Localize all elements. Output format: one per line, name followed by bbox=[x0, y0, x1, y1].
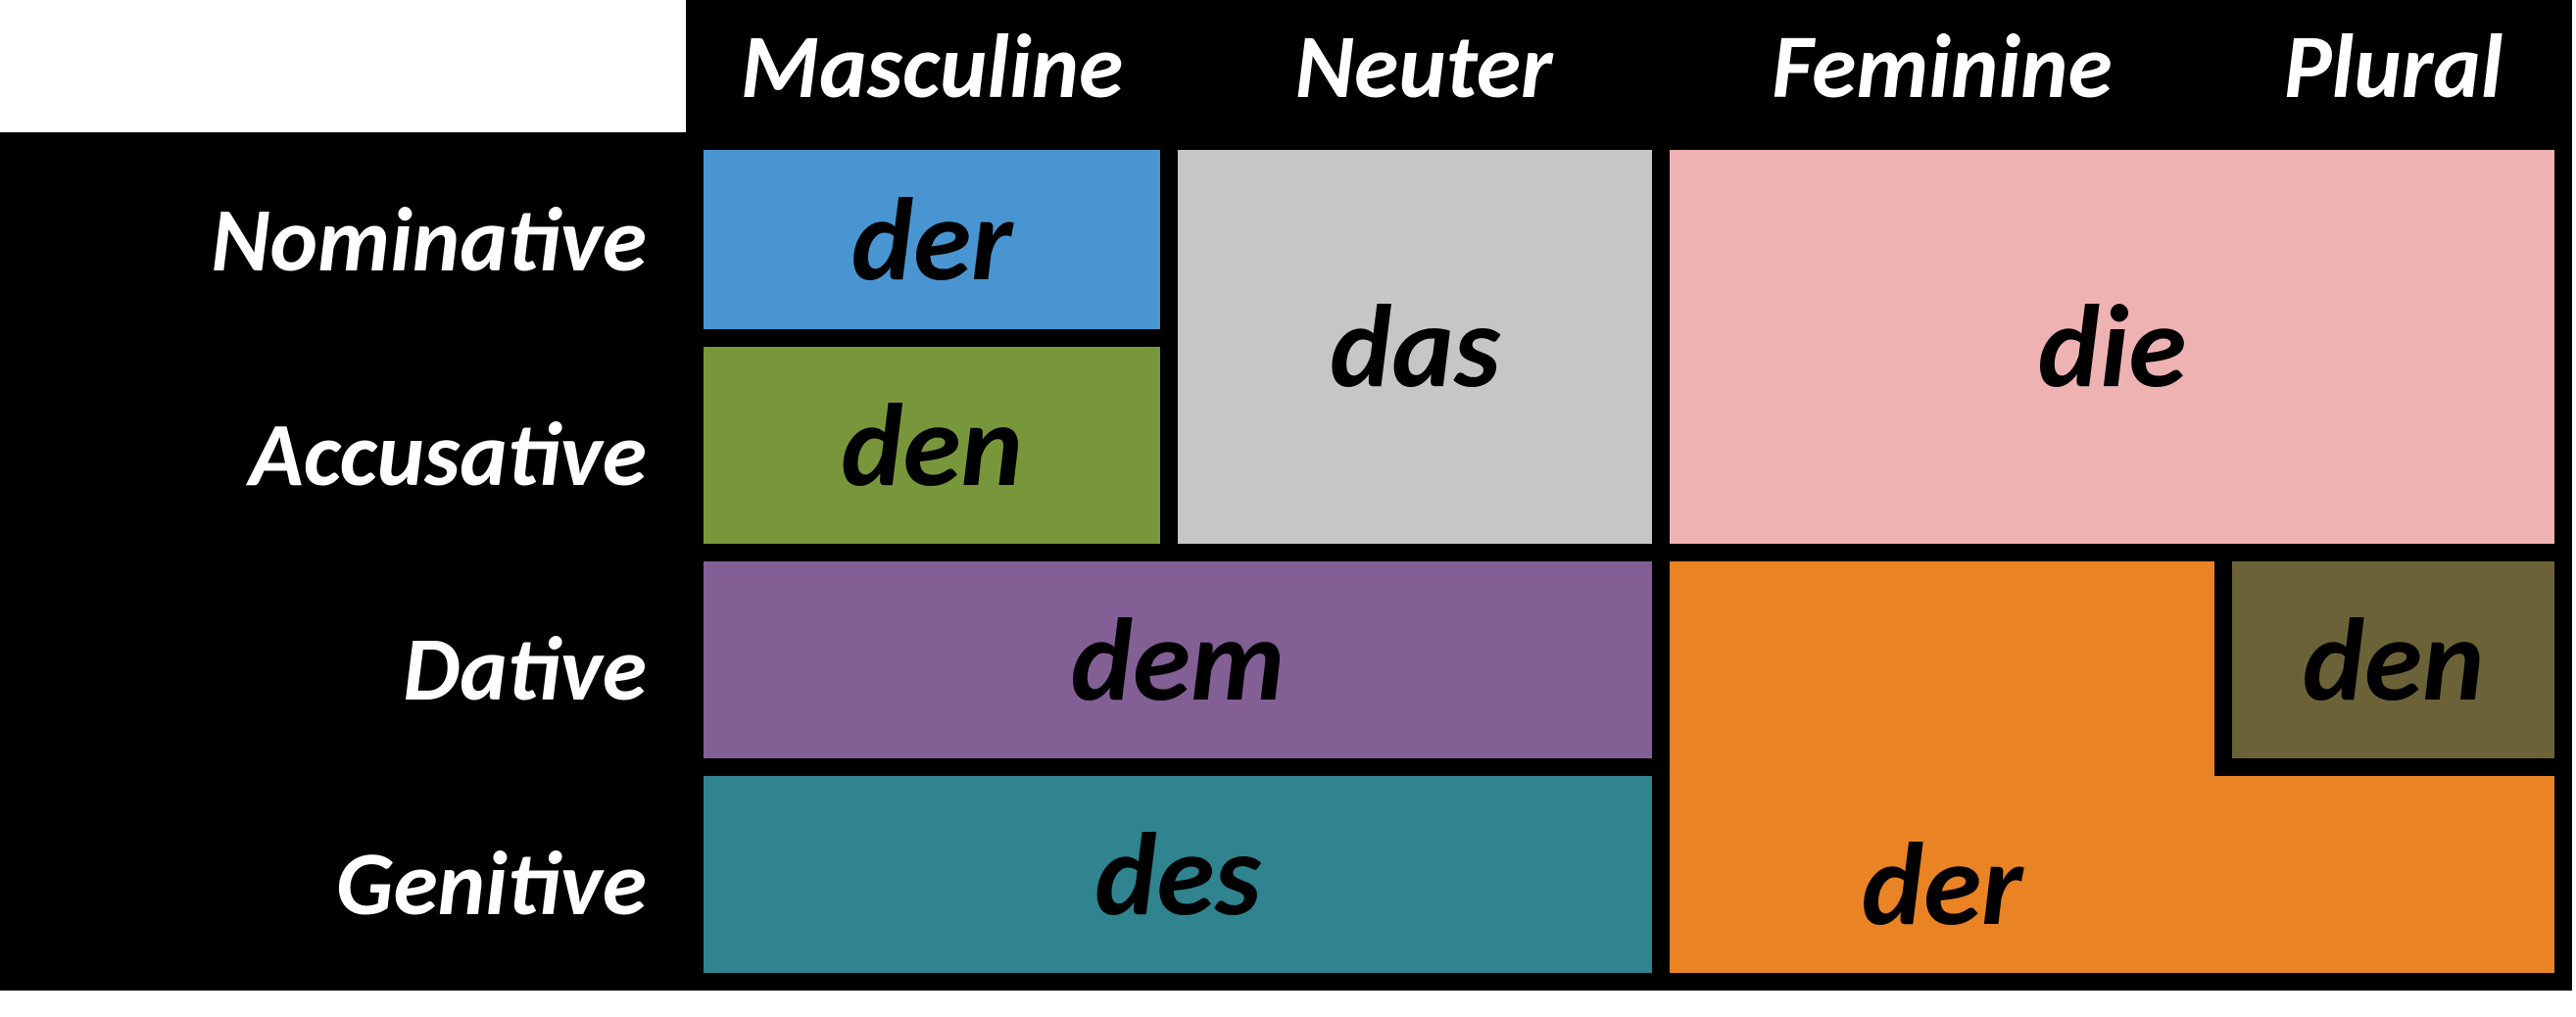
cell-die-feminine-plural: die bbox=[1670, 132, 2572, 561]
row-header-genitive: Genitive bbox=[0, 776, 686, 991]
column-header-feminine: Feminine bbox=[1670, 0, 2214, 132]
row-header-dative: Dative bbox=[0, 561, 686, 776]
column-header-plural: Plural bbox=[2214, 0, 2572, 132]
column-header-neuter: Neuter bbox=[1178, 0, 1670, 132]
german-articles-table: Masculine Neuter Feminine Plural Nominat… bbox=[0, 0, 2576, 1017]
row-header-nominative: Nominative bbox=[0, 132, 686, 347]
row-header-accusative: Accusative bbox=[0, 347, 686, 561]
cell-des-genitive: des bbox=[686, 776, 1670, 991]
cell-den-masculine-accusative: den bbox=[686, 347, 1178, 561]
column-header-masculine: Masculine bbox=[686, 0, 1178, 132]
cell-das-neuter: das bbox=[1178, 132, 1670, 561]
cell-dem-dative: dem bbox=[686, 561, 1670, 776]
cell-den-plural-dative: den bbox=[2214, 561, 2572, 776]
cell-der-feminine-label: der bbox=[1862, 813, 2023, 956]
cell-der-masculine-nominative: der bbox=[686, 132, 1178, 347]
